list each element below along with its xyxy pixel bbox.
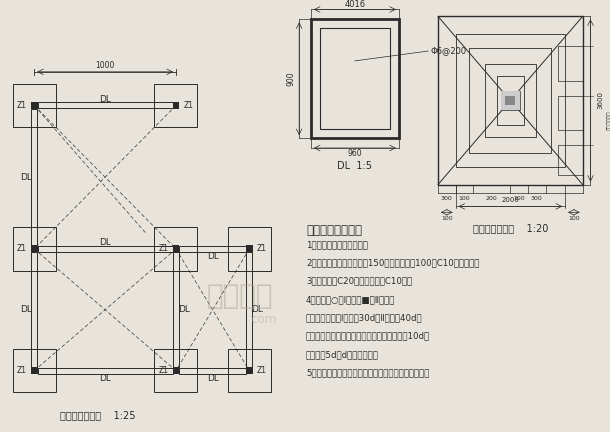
Text: 900: 900 xyxy=(287,71,296,86)
Bar xyxy=(469,48,551,153)
Text: Z1: Z1 xyxy=(16,245,26,254)
Text: com: com xyxy=(251,313,278,326)
Text: 300: 300 xyxy=(441,196,453,201)
Bar xyxy=(438,16,583,184)
Bar xyxy=(228,227,271,271)
Bar xyxy=(13,349,56,392)
Text: 5、如有未详尽之处，参见国家有关施工及验收规范。: 5、如有未详尽之处，参见国家有关施工及验收规范。 xyxy=(306,368,429,377)
Text: DL: DL xyxy=(99,95,111,104)
Bar xyxy=(154,349,198,392)
Bar xyxy=(320,28,390,129)
Text: Φ6@200: Φ6@200 xyxy=(430,47,466,55)
Bar xyxy=(558,145,583,175)
Bar xyxy=(485,64,536,137)
Bar xyxy=(154,227,198,271)
Bar xyxy=(38,246,173,252)
Bar xyxy=(311,19,399,138)
Bar xyxy=(13,84,56,127)
Text: 3600: 3600 xyxy=(597,92,603,109)
Bar xyxy=(456,34,565,167)
Text: 钗筋锡固长度：Ⅰ级钗为30d，Ⅱ级钗为40d；: 钗筋锡固长度：Ⅰ级钗为30d，Ⅱ级钗为40d； xyxy=(306,313,423,322)
Bar xyxy=(558,95,583,130)
Bar xyxy=(38,102,173,108)
Text: DL: DL xyxy=(21,173,32,182)
Bar xyxy=(13,227,56,271)
Bar xyxy=(179,246,246,252)
Text: Z1: Z1 xyxy=(16,101,26,110)
Text: DL: DL xyxy=(207,252,218,261)
Bar xyxy=(558,46,583,81)
Text: 100: 100 xyxy=(459,196,470,201)
Bar xyxy=(173,252,179,367)
Bar xyxy=(228,349,271,392)
Text: 双面焺为5d（d为主钗直径）: 双面焺为5d（d为主钗直径） xyxy=(306,350,379,359)
Text: DL: DL xyxy=(99,238,111,248)
Text: DL: DL xyxy=(99,374,111,383)
Bar xyxy=(501,91,520,111)
Bar xyxy=(497,76,524,125)
Text: 双亭基础施工图    1:20: 双亭基础施工图 1:20 xyxy=(473,223,548,233)
Bar xyxy=(173,102,179,109)
Text: Z1: Z1 xyxy=(158,245,168,254)
Bar xyxy=(30,102,38,109)
Text: 4、钗筋：○表Ⅰ级钗，■表Ⅱ级钗；: 4、钗筋：○表Ⅰ级钗，■表Ⅱ级钗； xyxy=(306,295,395,304)
Text: 1000: 1000 xyxy=(95,61,115,70)
Text: 2、基底做法：素土夸实，150厚碎石垫层，100厚C10素祡垫层。: 2、基底做法：素土夸实，150厚碎石垫层，100厚C10素祡垫层。 xyxy=(306,258,479,267)
Text: DL  1:5: DL 1:5 xyxy=(337,161,372,171)
Bar xyxy=(179,368,246,374)
Text: Z1: Z1 xyxy=(184,101,194,110)
Bar xyxy=(506,95,515,105)
Text: 3、基础绾为C20绾，垫层绾为C10绾。: 3、基础绾为C20绾，垫层绾为C10绾。 xyxy=(306,276,412,286)
Bar xyxy=(173,245,179,252)
Text: 960: 960 xyxy=(348,149,362,159)
Text: 2000: 2000 xyxy=(501,197,519,203)
Text: 双亭基础平面图    1:25: 双亭基础平面图 1:25 xyxy=(60,410,135,420)
Bar xyxy=(38,368,173,374)
Bar xyxy=(501,91,520,111)
Text: 1、基础采用现浇钗筋突。: 1、基础采用现浇钗筋突。 xyxy=(306,240,368,249)
Text: 4016: 4016 xyxy=(344,0,365,9)
Text: 钗筋采用电焺搭接，电焺搭接长度：单面焺为10d，: 钗筋采用电焺搭接，电焺搭接长度：单面焺为10d， xyxy=(306,331,430,340)
Text: DL: DL xyxy=(178,305,190,314)
Bar xyxy=(173,367,179,374)
Text: 土木在线: 土木在线 xyxy=(206,283,273,311)
Text: 300: 300 xyxy=(531,196,542,201)
Text: Z1: Z1 xyxy=(16,366,26,375)
Text: 100: 100 xyxy=(513,196,525,201)
Text: 100: 100 xyxy=(441,216,453,221)
Bar xyxy=(31,252,37,367)
Text: DL: DL xyxy=(21,305,32,314)
Bar xyxy=(31,109,37,245)
Text: DL: DL xyxy=(251,305,263,314)
Text: 100: 100 xyxy=(568,216,580,221)
Bar xyxy=(246,367,253,374)
Text: Z1: Z1 xyxy=(257,366,267,375)
Bar xyxy=(246,245,253,252)
Bar xyxy=(30,367,38,374)
Bar xyxy=(154,84,198,127)
Text: Z1: Z1 xyxy=(257,245,267,254)
Bar xyxy=(30,245,38,252)
Text: 双亭基础设计说明: 双亭基础设计说明 xyxy=(306,224,362,237)
Text: 标高详见平面: 标高详见平面 xyxy=(607,111,610,130)
Text: Z1: Z1 xyxy=(158,366,168,375)
Text: 200: 200 xyxy=(486,196,498,201)
Bar xyxy=(246,252,252,367)
Text: DL: DL xyxy=(207,374,218,383)
